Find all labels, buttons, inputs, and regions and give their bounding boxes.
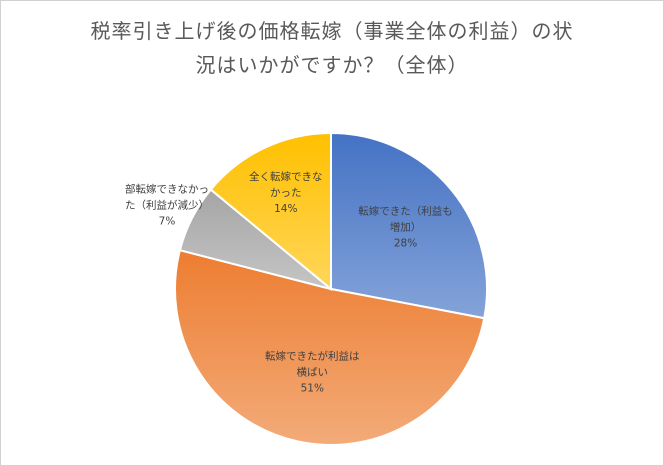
data-label-category-3-line-1: 部転嫁できなかっ [125, 182, 209, 195]
pie-slice-2 [174, 248, 486, 446]
pie-slice-1 [330, 131, 488, 320]
data-label-category-4-line-2: かった [270, 187, 302, 199]
data-label-category-2-line-1: 転嫁できたが利益は [265, 350, 360, 363]
data-label-category-3-line-2: た（利益が減少） [125, 198, 209, 211]
data-label-category-1-line-1: 転嫁できた（利益も [358, 204, 453, 217]
data-label-value-3: 7% [159, 215, 176, 227]
chart-title-line-1: 税率引き上げ後の価格転嫁（事業全体の利益）の状 [90, 19, 574, 43]
data-label-value-4: 14% [274, 203, 297, 215]
pie-slice-4 [209, 131, 332, 292]
data-label-category-1-line-2: 増加） [390, 220, 422, 233]
chart-title: 税率引き上げ後の価格転嫁（事業全体の利益）の状 況はいかがですか？（全体） [0, 14, 664, 82]
data-label-value-2: 51% [301, 383, 324, 395]
data-label-category-4-line-1: 全く転嫁できな [249, 170, 323, 183]
data-label-value-1: 28% [394, 237, 417, 249]
chart-title-line-2: 況はいかがですか？（全体） [195, 53, 469, 77]
data-label-category-2-line-2: 横ばい [297, 366, 329, 379]
